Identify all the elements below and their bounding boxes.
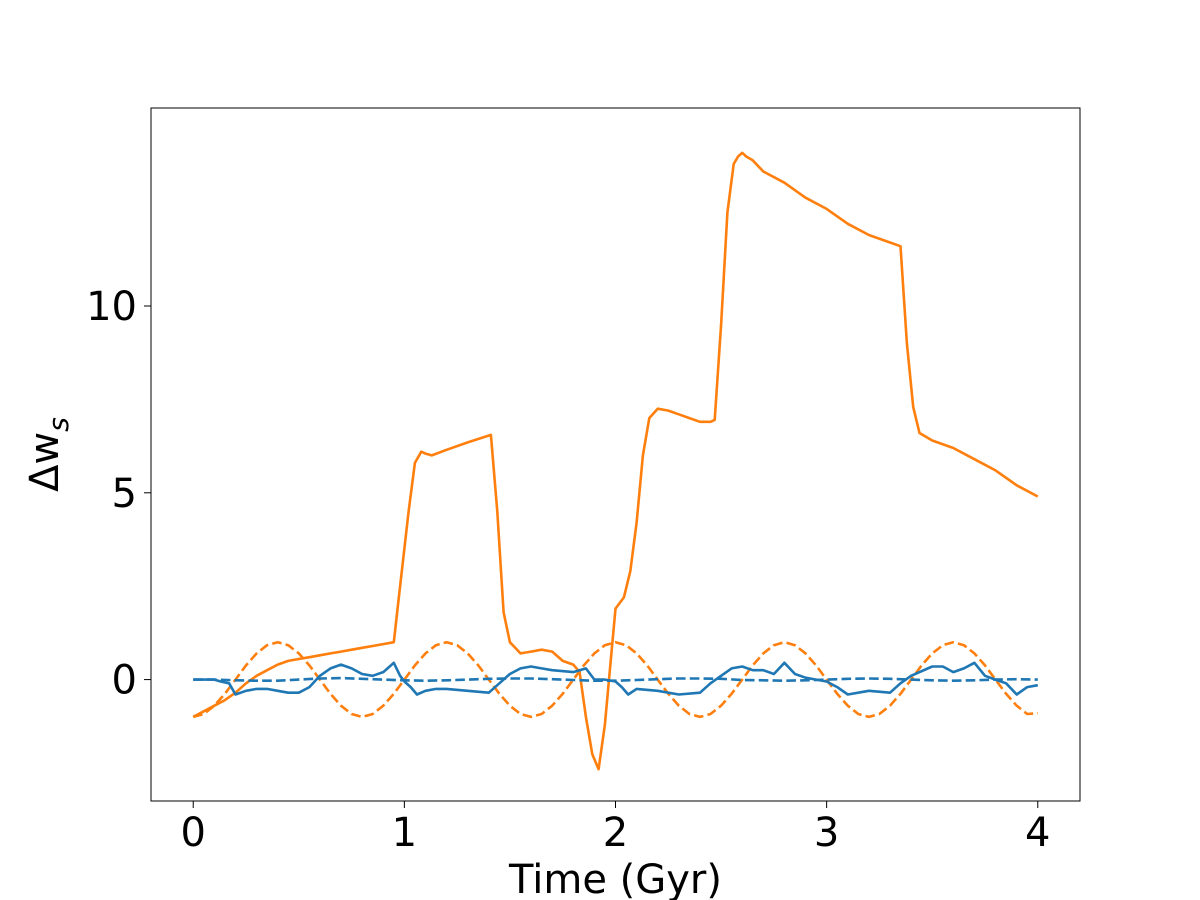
y-axis-ticks: 0 5 10 xyxy=(86,284,151,704)
y-tick-label: 5 xyxy=(112,471,137,517)
x-tick-label: 1 xyxy=(392,810,417,856)
series-line-3 xyxy=(193,661,1039,696)
series-line-1 xyxy=(192,151,1039,771)
plot-lines xyxy=(192,151,1039,771)
x-tick-label: 0 xyxy=(181,810,206,856)
x-axis-ticks: 0 1 2 3 4 xyxy=(181,801,1050,856)
x-tick-label: 4 xyxy=(1025,810,1050,856)
series-line-2 xyxy=(192,640,1038,719)
y-axis-title: Δws xyxy=(22,417,75,492)
x-tick-label: 3 xyxy=(814,810,839,856)
y-tick-label: 0 xyxy=(112,658,137,704)
y-axis-title-main: Δw xyxy=(22,432,68,492)
y-axis-title-subscript: s xyxy=(42,417,75,432)
y-tick-label: 10 xyxy=(86,284,137,330)
series-line-4 xyxy=(193,676,1038,682)
x-axis-title: Time (Gyr) xyxy=(508,857,722,900)
x-tick-label: 2 xyxy=(603,810,628,856)
